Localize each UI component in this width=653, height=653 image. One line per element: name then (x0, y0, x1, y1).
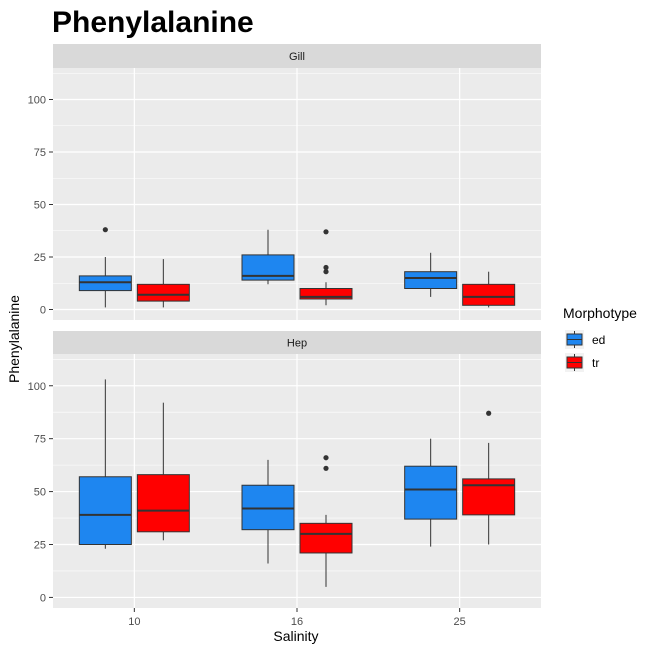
legend: Morphotype ed tr (563, 305, 637, 372)
box-body (78, 275, 132, 292)
outlier-point (323, 269, 329, 275)
outlier-point (323, 455, 329, 461)
box-tr-10 (136, 402, 190, 541)
y-tick-label: 0 (40, 305, 46, 317)
box-ed-25 (404, 438, 458, 547)
box-body (136, 283, 190, 302)
y-tick-label: 75 (34, 434, 46, 446)
x-tick-label: 25 (454, 616, 466, 628)
y-tick-label: 25 (34, 252, 46, 264)
legend-title: Morphotype (563, 305, 637, 321)
y-tick-label: 100 (28, 381, 46, 393)
outlier-point (102, 227, 108, 233)
x-tick-label: 16 (291, 616, 303, 628)
y-tick-label: 0 (40, 592, 46, 604)
y-tick-label: 75 (34, 147, 46, 159)
y-tick-label: 50 (34, 200, 46, 212)
chart-panels: Gill 0 25 50 75 100 Hep 0 25 50 75 100 (28, 44, 541, 608)
box-body (404, 271, 458, 290)
box-body (404, 465, 458, 520)
panel-gill: Gill 0 25 50 75 100 (28, 44, 541, 320)
box-body (462, 283, 516, 306)
box-ed-25 (404, 252, 458, 297)
box-body (299, 288, 353, 300)
legend-label: ed (592, 333, 605, 347)
box-body (299, 522, 353, 554)
legend-key-tr: tr (565, 353, 599, 372)
outlier-point (486, 410, 492, 416)
box-body (136, 474, 190, 533)
box-tr-16 (299, 229, 353, 306)
box-tr-25 (462, 410, 516, 545)
box-ed-16 (241, 229, 295, 285)
x-axis-title: Salinity (273, 628, 318, 644)
y-tick-label: 25 (34, 540, 46, 552)
legend-key-ed: ed (565, 330, 605, 349)
chart-title: Phenylalanine (52, 6, 254, 39)
box-body (241, 484, 295, 531)
strip-background (53, 44, 541, 68)
legend-label: tr (592, 356, 599, 370)
outlier-point (323, 465, 329, 471)
strip-label: Gill (289, 51, 305, 63)
x-tick-label: 10 (128, 616, 140, 628)
box-body (78, 476, 132, 545)
panel-hep: Hep 0 25 50 75 100 (28, 331, 541, 608)
y-tick-label: 50 (34, 487, 46, 499)
y-axis-title: Phenylalanine (6, 295, 22, 383)
box-ed-10 (78, 379, 132, 549)
strip-background (53, 331, 541, 354)
y-tick-label: 100 (28, 95, 46, 107)
box-tr-16 (299, 455, 353, 587)
x-axis: 10 16 25 (128, 608, 466, 628)
outlier-point (323, 229, 329, 235)
box-tr-10 (136, 259, 190, 308)
box-tr-25 (462, 271, 516, 308)
outlier-point (323, 264, 329, 271)
box-ed-16 (241, 459, 295, 564)
box-ed-10 (78, 227, 132, 308)
strip-label: Hep (287, 338, 307, 350)
